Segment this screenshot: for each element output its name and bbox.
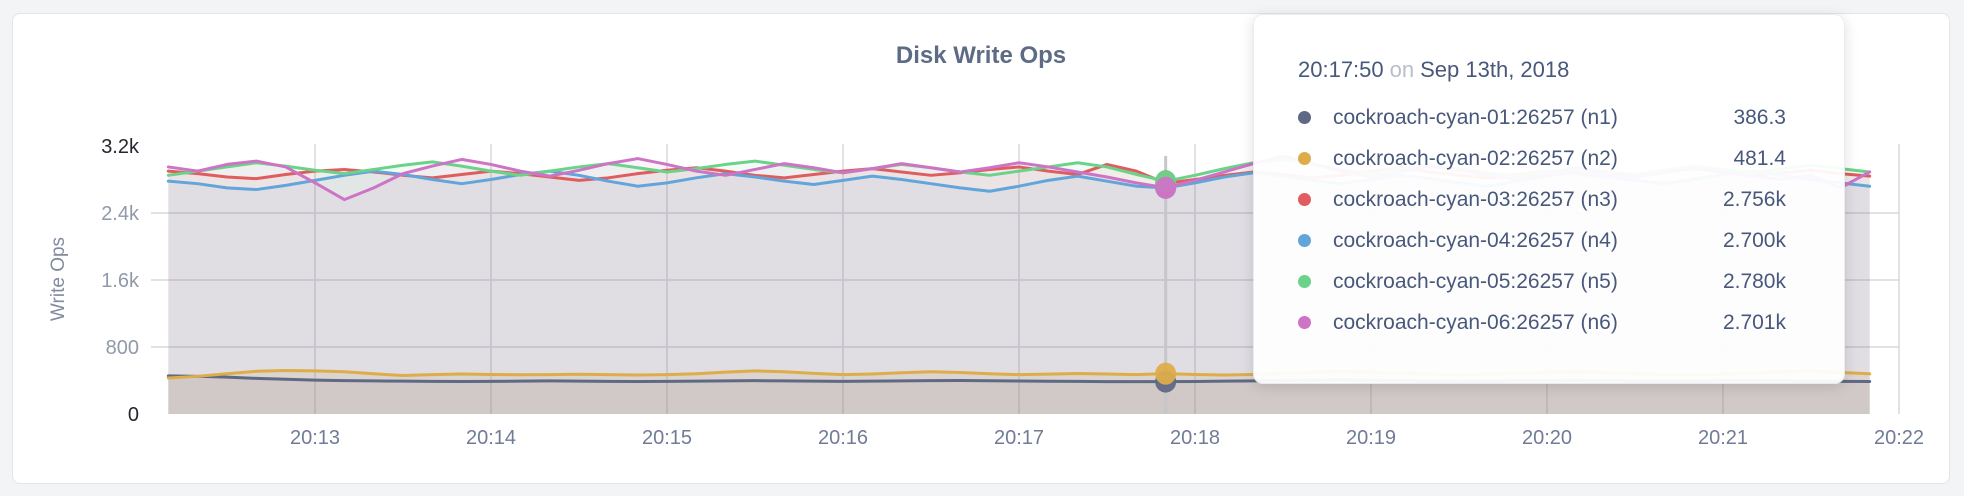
series-color-dot: [1298, 193, 1311, 206]
tooltip-date: Sep 13th, 2018: [1420, 57, 1570, 82]
series-name: cockroach-cyan-02:26257 (n2): [1333, 146, 1618, 170]
series-name: cockroach-cyan-05:26257 (n5): [1333, 269, 1618, 293]
y-axis-tick-label: 2.4k: [101, 203, 140, 225]
x-axis-tick-label: 20:15: [642, 427, 692, 449]
tooltip-series-row: cockroach-cyan-05:26257 (n5) 2.780k: [1298, 261, 1786, 302]
hover-dot: [1155, 176, 1177, 199]
series-value: 2.756k: [1722, 187, 1786, 211]
series-name: cockroach-cyan-04:26257 (n4): [1333, 228, 1618, 252]
series-value: 2.780k: [1722, 269, 1786, 293]
series-area: [168, 375, 1870, 414]
tooltip-on-word: on: [1389, 57, 1415, 82]
chart-title: Disk Write Ops: [895, 42, 1067, 69]
series-value: 2.701k: [1722, 310, 1786, 334]
x-axis-tick-label: 20:20: [1522, 427, 1572, 449]
tooltip-series-row: cockroach-cyan-06:26257 (n6) 2.701k: [1298, 302, 1786, 343]
y-axis-tick-label: 3.2k: [101, 136, 140, 158]
y-axis-tick-label: 1.6k: [101, 270, 140, 292]
tooltip-series-row: cockroach-cyan-01:26257 (n1) 386.3: [1298, 97, 1786, 138]
x-axis-tick-label: 20:14: [466, 427, 516, 449]
y-axis-tick-label: 800: [106, 337, 139, 359]
tooltip-time: 20:17:50: [1298, 57, 1384, 82]
series-value: 386.3: [1733, 105, 1786, 129]
series-value: 481.4: [1733, 146, 1786, 170]
series-name: cockroach-cyan-01:26257 (n1): [1333, 105, 1618, 129]
x-axis-tick-label: 20:13: [290, 427, 340, 449]
series-value: 2.700k: [1722, 228, 1786, 252]
hover-dot: [1155, 362, 1177, 385]
x-axis-tick-label: 20:18: [1170, 427, 1220, 449]
tooltip-series-row: cockroach-cyan-04:26257 (n4) 2.700k: [1298, 220, 1786, 261]
tooltip-series-row: cockroach-cyan-03:26257 (n3) 2.756k: [1298, 179, 1786, 220]
series-color-dot: [1298, 316, 1311, 329]
y-axis-tick-label: 0: [128, 404, 139, 426]
tooltip-series-row: cockroach-cyan-02:26257 (n2) 481.4: [1298, 138, 1786, 179]
x-axis-tick-label: 20:17: [994, 427, 1044, 449]
series-color-dot: [1298, 234, 1311, 247]
x-axis-tick-label: 20:22: [1874, 427, 1924, 449]
x-axis-tick-label: 20:19: [1346, 427, 1396, 449]
x-axis-tick-label: 20:21: [1698, 427, 1748, 449]
series-color-dot: [1298, 152, 1311, 165]
series-name: cockroach-cyan-03:26257 (n3): [1333, 187, 1618, 211]
tooltip-rows: cockroach-cyan-01:26257 (n1) 386.3 cockroa…: [1298, 97, 1786, 343]
chart-card: Disk Write Ops Write Ops 0 800 1.6k 2.4k 3.2…: [12, 13, 1950, 484]
tooltip-timestamp: 20:17:50 on Sep 13th, 2018: [1298, 55, 1786, 85]
hover-tooltip: 20:17:50 on Sep 13th, 2018 cockroach-cyan-…: [1253, 14, 1845, 384]
x-axis-tick-label: 20:16: [818, 427, 868, 449]
series-name: cockroach-cyan-06:26257 (n6): [1333, 310, 1618, 334]
series-color-dot: [1298, 111, 1311, 124]
series-color-dot: [1298, 275, 1311, 288]
